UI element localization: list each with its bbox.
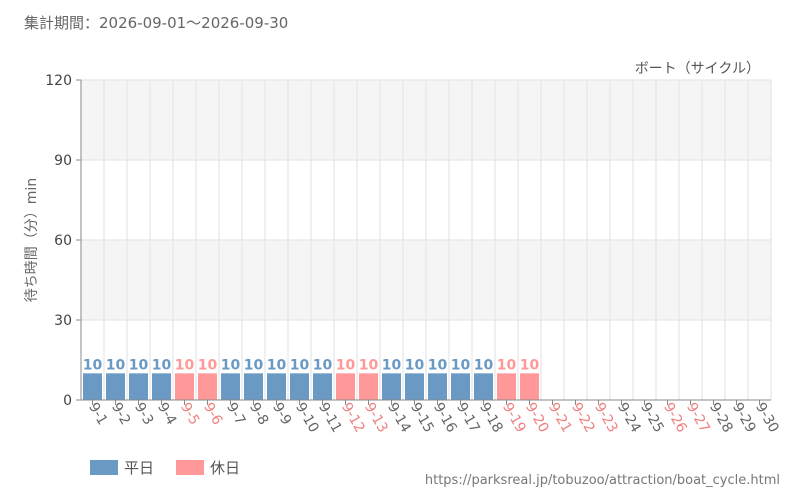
y-tick-label: 60 <box>54 233 72 249</box>
y-tick-label: 0 <box>63 393 72 409</box>
bar <box>198 373 217 400</box>
bar <box>244 373 263 400</box>
data-labels: 10 10 10 10 10 10 10 10 10 10 10 10 10 10 10 10 10 10 10 10 <box>83 357 540 373</box>
x-tick-label: 9-22 <box>568 400 598 436</box>
x-tick-label: 9-14 <box>384 400 414 436</box>
data-label: 10 <box>129 357 149 373</box>
x-tick-labels: 9-19-29-39-49-59-69-79-89-99-109-119-129… <box>85 400 782 436</box>
y-axis-label: 待ち時間（分）min <box>24 178 40 302</box>
chart-title: ボート（サイクル） <box>635 61 760 77</box>
x-tick-label: 9-8 <box>246 400 271 428</box>
y-tick-label: 120 <box>45 73 72 89</box>
x-tick-label: 9-30 <box>752 400 782 436</box>
x-tick-label: 9-20 <box>522 400 552 436</box>
x-tick-label: 9-18 <box>476 400 506 436</box>
bar <box>83 373 102 400</box>
x-tick-label: 9-6 <box>200 400 225 428</box>
y-tick-label: 90 <box>54 153 72 169</box>
bar <box>382 373 401 400</box>
bar <box>106 373 125 400</box>
data-label: 10 <box>290 357 310 373</box>
legend-swatch-weekday <box>90 460 118 475</box>
x-tick-label: 9-11 <box>315 400 345 436</box>
data-label: 10 <box>198 357 218 373</box>
bar <box>336 373 355 400</box>
data-label: 10 <box>175 357 195 373</box>
x-tick-label: 9-25 <box>637 400 667 436</box>
x-tick-label: 9-7 <box>223 400 248 428</box>
legend-item-weekday: 平日 <box>90 457 154 478</box>
data-label: 10 <box>359 357 379 373</box>
bar <box>221 373 240 400</box>
x-tick-label: 9-5 <box>177 400 202 428</box>
bar <box>451 373 470 400</box>
bars <box>83 373 539 400</box>
x-tick-label: 9-2 <box>108 400 133 428</box>
data-label: 10 <box>313 357 333 373</box>
x-tick-label: 9-24 <box>614 400 644 436</box>
x-tick-label: 9-3 <box>131 400 156 428</box>
x-tick-label: 9-26 <box>660 400 690 436</box>
x-tick-label: 9-16 <box>430 400 460 436</box>
data-label: 10 <box>520 357 540 373</box>
x-tick-label: 9-27 <box>683 400 713 436</box>
bar <box>497 373 516 400</box>
x-tick-label: 9-10 <box>292 400 322 436</box>
bar <box>152 373 171 400</box>
legend-swatch-holiday <box>176 460 205 475</box>
x-tick-label: 9-9 <box>269 400 294 428</box>
x-tick-label: 9-15 <box>407 400 437 436</box>
data-label: 10 <box>428 357 448 373</box>
data-label: 10 <box>244 357 264 373</box>
bar <box>520 373 539 400</box>
data-label: 10 <box>106 357 126 373</box>
bar <box>474 373 493 400</box>
axes <box>76 79 771 405</box>
data-label: 10 <box>83 357 103 373</box>
x-tick-label: 9-28 <box>706 400 736 436</box>
x-tick-label: 9-4 <box>154 400 179 428</box>
x-tick-label: 9-23 <box>591 400 621 436</box>
legend-label-weekday: 平日 <box>124 459 155 477</box>
bar <box>428 373 447 400</box>
data-label: 10 <box>336 357 356 373</box>
data-label: 10 <box>474 357 494 373</box>
bar <box>267 373 286 400</box>
data-label: 10 <box>405 357 425 373</box>
bar <box>175 373 194 400</box>
data-label: 10 <box>451 357 471 373</box>
data-label: 10 <box>267 357 287 373</box>
data-label: 10 <box>152 357 172 373</box>
x-tick-label: 9-19 <box>499 400 529 436</box>
data-label: 10 <box>497 357 517 373</box>
x-tick-label: 9-17 <box>453 400 483 436</box>
data-label: 10 <box>382 357 402 373</box>
bar <box>359 373 378 400</box>
x-tick-label: 9-12 <box>338 400 368 436</box>
bar <box>313 373 332 400</box>
source-url: https://parksreal.jp/tobuzoo/attraction/… <box>424 473 780 488</box>
legend-item-holiday: 休日 <box>176 457 240 478</box>
x-tick-label: 9-13 <box>361 400 391 436</box>
bar <box>129 373 148 400</box>
x-tick-label: 9-29 <box>729 400 759 436</box>
legend-label-holiday: 休日 <box>210 459 241 477</box>
bar <box>405 373 424 400</box>
legend: 平日 休日 <box>90 457 262 478</box>
y-tick-label: 30 <box>54 313 72 329</box>
period-title: 集計期間：2026-09-01〜2026-09-30 <box>24 14 289 32</box>
data-label: 10 <box>221 357 241 373</box>
x-tick-label: 9-1 <box>85 400 110 428</box>
x-tick-label: 9-21 <box>545 400 575 436</box>
y-tick-labels: 0 30 60 90 120 <box>45 73 72 409</box>
bar <box>290 373 309 400</box>
